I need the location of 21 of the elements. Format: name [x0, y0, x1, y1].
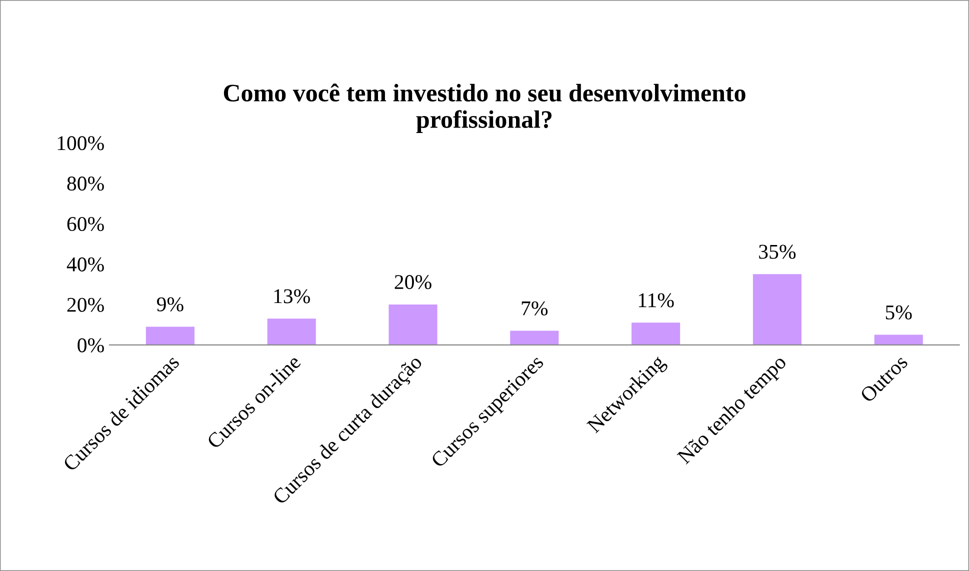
data-label: 7% — [522, 301, 548, 316]
data-label: 5% — [886, 305, 912, 320]
data-label: 35% — [759, 244, 796, 259]
bar — [632, 322, 680, 345]
bar — [146, 326, 194, 345]
y-tick-label: 100% — [58, 136, 104, 150]
data-label: 11% — [638, 293, 674, 308]
bar — [752, 274, 802, 345]
bar — [388, 304, 438, 345]
y-tick-label: 80% — [67, 176, 104, 191]
y-tick-label: 40% — [66, 257, 104, 272]
y-tick-label: 60% — [67, 216, 104, 232]
data-label: 13% — [274, 289, 310, 304]
y-tick-label: 0% — [78, 338, 104, 352]
chart-title: Como você tem investido no seu desenvolvimento profissional? — [224, 84, 746, 134]
y-tick-label: 20% — [67, 298, 104, 312]
data-label: 9% — [156, 297, 184, 312]
bar — [267, 318, 316, 345]
bar — [510, 330, 559, 345]
data-label: 20% — [394, 275, 432, 290]
bar — [874, 334, 923, 345]
